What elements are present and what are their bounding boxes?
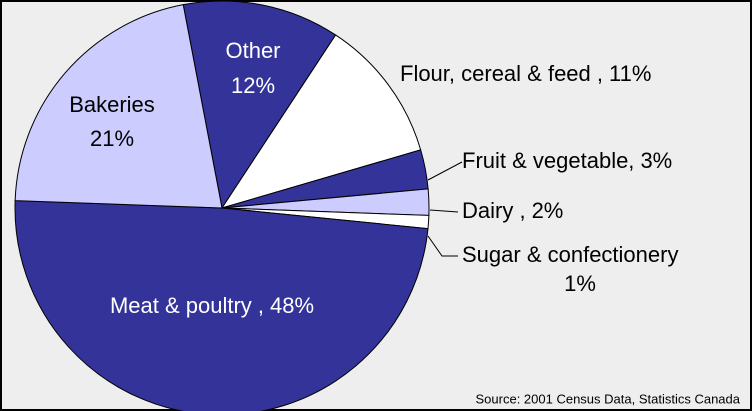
slice-label: Fruit & vegetable, 3% — [462, 148, 672, 173]
slice-value-label: 21% — [90, 126, 134, 151]
slice-value-label: 1% — [564, 271, 596, 296]
pie-slice — [14, 200, 429, 411]
slice-label: Other — [225, 38, 280, 63]
pie-slice — [182, 0, 337, 210]
leader-line — [427, 161, 463, 181]
slice-value-label: 48% — [270, 293, 314, 318]
leader-line — [429, 209, 459, 213]
pie — [14, 0, 430, 411]
pie-slice — [14, 4, 223, 209]
slice-value-label: 11% — [609, 61, 651, 86]
slice-category: Flour, cereal & feed , — [400, 61, 603, 86]
slice-label: Flour, cereal & feed , 11% — [400, 61, 651, 86]
slice-label: Bakeries — [69, 92, 155, 117]
slice-label: Sugar & confectionery — [462, 242, 678, 267]
leader-line — [427, 235, 458, 257]
source-note: Source: 2001 Census Data, Statistics Can… — [476, 391, 741, 406]
slice-label: Dairy , 2% — [462, 198, 563, 223]
slice-category: Fruit & vegetable, — [462, 148, 634, 173]
pie-slice — [220, 34, 422, 209]
slice-category: Meat & poultry , — [110, 293, 264, 318]
slice-value-label: 2% — [532, 198, 564, 223]
slice-category: Dairy , — [462, 198, 526, 223]
slice-value-label: 3% — [640, 148, 672, 173]
slice-label: Meat & poultry , 48% — [110, 293, 314, 318]
slice-value-label: 12% — [231, 73, 275, 98]
